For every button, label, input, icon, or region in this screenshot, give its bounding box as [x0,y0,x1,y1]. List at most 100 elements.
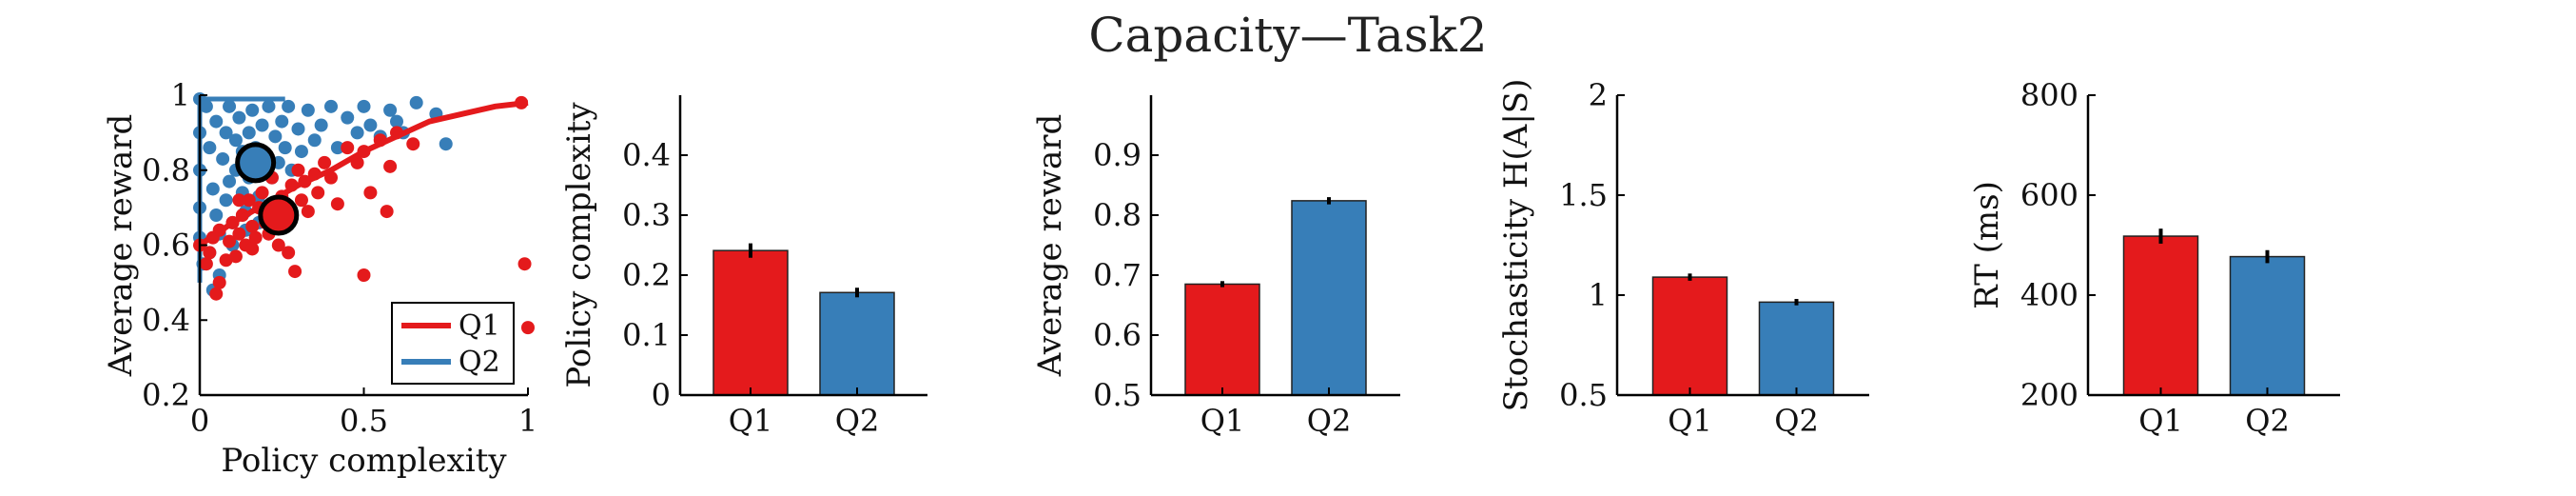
q2-scatter-point [255,118,269,132]
y-tick-label: 0.4 [622,137,671,173]
q1-scatter-point [209,287,224,301]
q1-scatter-point [294,193,308,208]
x-tick-label: Q1 [1668,403,1712,439]
q1-scatter-point [223,234,237,248]
y-axis-label: Stochasticity H(A|S) [1497,79,1535,412]
q1-scatter-point [341,141,355,155]
y-tick-label: 1 [1589,277,1608,313]
q2-scatter-point [307,133,322,148]
x-tick-label: Q1 [1200,403,1245,439]
q2-scatter-point [439,137,453,151]
q2-scatter-point [324,99,338,113]
y-tick-label: 1 [171,77,190,113]
y-tick-label: 1.5 [1559,177,1608,213]
legend-label-q2: Q2 [459,346,500,379]
q1-scatter-point [271,238,285,252]
q1-scatter-point [232,193,246,208]
q2-scatter-point [363,118,378,132]
q2-scatter-point [232,110,246,125]
q2-scatter-point [409,95,423,109]
q1-scatter-point [311,186,325,200]
q1-scatter-point [282,246,296,260]
y-tick-label: 2 [1589,77,1608,113]
q1-fit-line [198,99,529,248]
q2-scatter-point [301,103,315,117]
x-tick-label: 0.5 [340,403,388,439]
x-tick-label: 1 [518,403,537,439]
q2-scatter-point [357,99,371,113]
q2-scatter-point [228,133,243,148]
q1-scatter-point [330,197,344,211]
y-tick-label: 0.8 [1093,197,1142,233]
chart-3: Q1 Q2 0.5 0.6 0.7 0.8 0.9 Average reward [1031,95,1400,439]
y-tick-label: 0.1 [622,317,671,353]
q1-scatter-point [255,186,269,200]
q1-scatter-point [406,137,420,151]
q1-scatter-point [318,155,332,169]
x-axis-label: Policy complexity [221,442,507,480]
q1-scatter-point [301,205,315,219]
q2-scatter-point [199,99,213,113]
q2-scatter-point [223,174,237,188]
y-tick-label: 0.6 [1093,317,1142,353]
q1-scatter-point [242,193,256,208]
x-tick-label: Q2 [835,403,880,439]
q2-scatter-point [282,99,296,113]
q1-mean-marker [258,194,300,236]
y-tick-label: 400 [2020,277,2078,313]
q1-scatter-point [288,265,302,279]
q1-scatter-point [245,219,260,233]
q1-scatter-point [203,246,217,260]
q1-scatter-point [199,257,213,271]
q1-scatter-point [380,205,394,219]
bar-q1 [1184,283,1260,396]
q2-scatter-point [341,110,355,125]
figure-title: Capacity—Task2 [1088,8,1488,63]
q2-scatter-point [330,141,344,155]
q2-scatter-point [209,208,224,222]
q1-scatter-point [232,227,246,241]
q2-scatter-point [245,103,260,117]
bar-q2 [1758,301,1835,396]
y-tick-label: 0.2 [142,377,190,413]
y-tick-label: 0.5 [1093,377,1142,413]
q1-scatter-point [357,268,371,282]
q1-scatter-point [248,230,263,245]
q1-scatter-point [521,321,535,335]
x-tick-label: Q2 [1307,403,1352,439]
y-tick-label: 0.8 [142,152,190,188]
bar-q2 [2229,255,2306,396]
bar-q2 [819,291,895,396]
chart-1: 0 0.5 1 0.2 0.4 0.6 0.8 1 Policy complexity Avera… [102,77,537,480]
q2-scatter-point [390,114,403,129]
bar-q1 [2122,235,2199,396]
q2-scatter-point [314,118,328,132]
q2-scatter-point [275,114,289,129]
bar-q1 [712,249,789,396]
legend-box [391,302,515,385]
q2-scatter-point [205,182,220,196]
y-tick-label: 0 [652,377,671,413]
q2-scatter-point [383,103,398,117]
q2-scatter-point [223,99,237,113]
q1-scatter-point [245,242,260,256]
x-tick-label: 0 [190,403,209,439]
q1-scatter-point [291,163,305,177]
legend-label-q1: Q1 [459,309,500,343]
q2-scatter-point [350,126,364,140]
q2-scatter-point [219,193,233,208]
x-tick-label: Q1 [2138,403,2183,439]
q2-scatter-point [268,129,283,144]
q1-scatter-point [228,249,243,264]
q2-scatter-point [216,151,230,166]
y-tick-label: 0.6 [142,228,190,264]
q2-scatter-point [278,141,292,155]
q2-scatter-point [209,114,224,129]
y-tick-label: 600 [2020,177,2078,213]
q2-scatter-point [291,122,305,136]
q1-scatter-point [363,186,378,200]
y-tick-label: 0.5 [1559,377,1608,413]
q2-scatter-point [294,145,308,159]
